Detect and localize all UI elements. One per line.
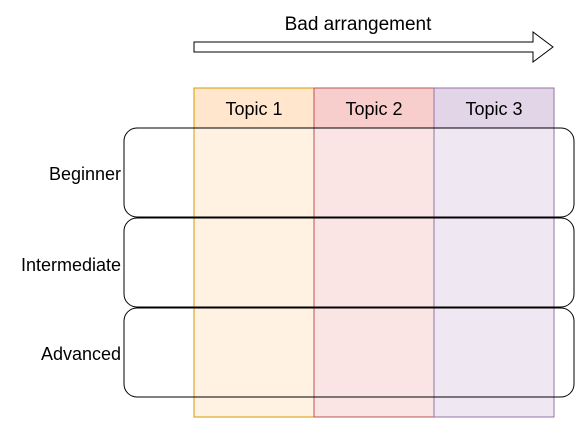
diagram-title: Bad arrangement — [285, 14, 433, 35]
level-row-2-box — [123, 217, 575, 308]
topic-column-3-header — [433, 87, 555, 129]
topic-column-2-label: Topic 2 — [345, 99, 402, 119]
topic-column-3-body — [433, 127, 555, 418]
topic-column-2: Topic 2 — [313, 87, 435, 418]
level-row-1-label: Beginner — [49, 164, 121, 184]
topic-column-2-body — [313, 127, 435, 418]
topic-column-2-header — [313, 87, 435, 129]
level-row-2-label: Intermediate — [21, 255, 121, 275]
topic-column-1-header — [193, 87, 315, 129]
level-row-3: Advanced — [41, 307, 575, 398]
right-arrow-icon — [193, 31, 554, 63]
topic-column-3-label: Topic 3 — [465, 99, 522, 119]
level-row-2: Intermediate — [21, 217, 575, 308]
level-row-1: Beginner — [49, 127, 575, 218]
level-row-3-box — [123, 307, 575, 398]
topic-column-1-label: Topic 1 — [225, 99, 282, 119]
topic-column-3: Topic 3 — [433, 87, 555, 418]
topic-column-1: Topic 1 — [193, 87, 315, 418]
topic-column-1-body — [193, 127, 315, 418]
level-row-1-box — [123, 127, 575, 218]
level-row-3-label: Advanced — [41, 344, 121, 364]
